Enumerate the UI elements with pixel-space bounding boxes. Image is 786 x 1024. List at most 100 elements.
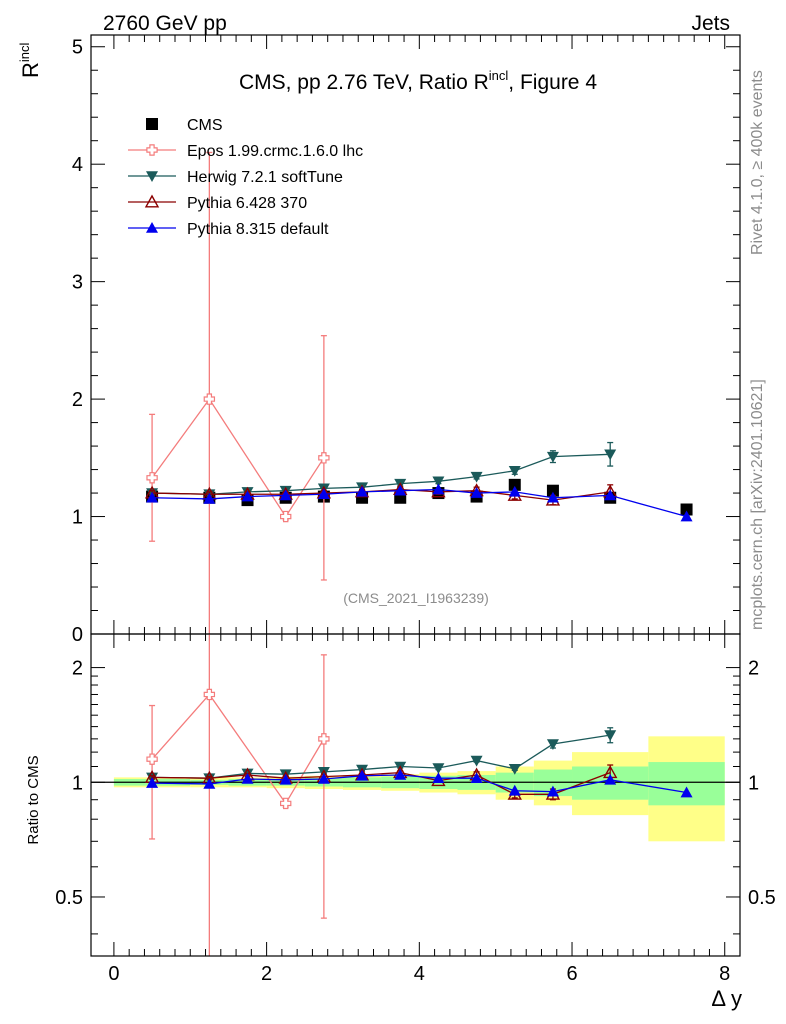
legend-entry: Pythia 6.428 370: [128, 194, 307, 212]
legend-marker: [146, 144, 158, 156]
main-point-pythia-8.315: [432, 483, 445, 495]
ratio-line-herwig-7.2.1: [152, 734, 611, 779]
legend-label: Herwig 7.2.1 softTune: [187, 169, 343, 186]
main-point-epos-1.99.crmc.1.6.0: [203, 393, 216, 405]
main-point-cms-undefined: [508, 478, 521, 491]
xtick-label: 6: [566, 963, 577, 985]
main-point-herwig-7.2.1: [432, 476, 445, 488]
main-point-pythia-8.315: [356, 485, 369, 497]
legend-label: CMS: [187, 117, 223, 134]
ratio-ylabel: Ratio to CMS: [25, 755, 42, 844]
energy-label: 2760 GeV pp: [103, 12, 227, 35]
uncertainty-bands: [113, 736, 725, 842]
ratio-line-pythia-6.428: [152, 771, 611, 795]
legend-entry: CMS: [146, 117, 223, 134]
main-ytick-label: 0: [72, 624, 83, 646]
ratio-point-pythia-8.315: [546, 785, 559, 797]
ratio-point-herwig-7.2.1: [317, 767, 330, 778]
main-point-pythia-8.315: [604, 489, 617, 501]
main-ytick-label: 5: [72, 37, 83, 59]
ratio-point-herwig-7.2.1: [604, 730, 617, 742]
ratio-ytick-label: 0.5: [55, 887, 83, 909]
ratio-point-pythia-8.315: [317, 773, 330, 784]
legend-entry: Pythia 8.315 default: [128, 221, 329, 238]
main-point-pythia-8.315: [394, 484, 407, 496]
rivet-version-label: Rivet 4.1.0, ≥ 400k events: [749, 70, 766, 255]
ratio-ytick-label-right: 1: [748, 772, 759, 794]
main-point-pythia-8.315: [203, 492, 216, 504]
main-point-herwig-7.2.1: [546, 451, 559, 463]
main-point-epos-1.99.crmc.1.6.0: [280, 510, 292, 523]
legend: CMS Epos 1.99.crmc.1.6.0 lhc Herwig 7.2.1 …: [128, 117, 363, 238]
ratio-point-pythia-8.315: [394, 768, 407, 780]
xtick-label: 0: [108, 963, 119, 985]
ratio-point-pythia-8.315: [279, 773, 292, 785]
main-point-epos-1.99.crmc.1.6.0: [318, 452, 330, 464]
legend-label: Pythia 8.315 default: [187, 221, 329, 238]
x-axis-title: Δ y: [711, 986, 742, 1011]
main-point-epos-1.99.crmc.1.6.0: [146, 472, 158, 484]
ratio-point-pythia-8.315: [356, 769, 369, 781]
xtick-label: 8: [719, 963, 730, 985]
ratio-series-layer: [144, 634, 693, 956]
main-title-text: CMS, pp 2.76 TeV, Ratio R: [239, 71, 489, 94]
main-point-herwig-7.2.1: [470, 471, 483, 483]
main-ylabel: Rincl: [17, 42, 43, 78]
main-point-herwig-7.2.1: [508, 465, 521, 477]
ratio-point-epos-1.99.crmc.1.6.0: [146, 753, 158, 765]
main-title-suffix: , Figure 4: [508, 71, 597, 94]
ratio-series-pythia: [146, 768, 693, 798]
main-line-herwig-7.2.1: [152, 453, 611, 495]
main-ylabel-text: R: [18, 62, 43, 78]
xtick-label: 4: [414, 963, 425, 985]
main-point-herwig-7.2.1: [604, 449, 617, 461]
main-panel: 0 1 2 3 4 5 CMS, pp 2.76 TeV, Ratio Rincl, Fi…: [72, 34, 741, 646]
ratio-point-pythia-8.315: [203, 777, 216, 789]
main-point-pythia-8.315: [279, 489, 292, 501]
legend-entry: Epos 1.99.crmc.1.6.0 lhc: [128, 143, 363, 160]
ratio-point-epos-1.99.crmc.1.6.0: [203, 688, 216, 701]
ratio-point-epos-1.99.crmc.1.6.0: [280, 797, 292, 810]
main-ytick-label: 1: [72, 507, 83, 529]
ratio-point-herwig-7.2.1: [470, 755, 483, 767]
ratio-panel: 0.5 0.5 1 1 2 2 0 2 4 6 8 Ratio to CMS: [25, 633, 776, 985]
ratio-point-pythia-8.315: [680, 786, 693, 798]
ratio-point-pythia-8.315: [508, 784, 521, 796]
legend-marker: [146, 118, 158, 130]
analysis-watermark: (CMS_2021_I1963239): [343, 590, 489, 606]
ratio-ytick-label: 2: [72, 658, 83, 680]
ratio-point-pythia-8.315: [146, 777, 159, 788]
legend-marker: [146, 222, 158, 233]
ratio-line-epos-1.99.crmc.1.6.0: [151, 693, 325, 805]
ratio-frame: [90, 633, 741, 957]
main-point-pythia-8.315: [317, 488, 330, 500]
main-title: CMS, pp 2.76 TeV, Ratio Rincl, Figure 4: [239, 68, 597, 94]
main-point-pythia-8.315: [508, 485, 521, 497]
ratio-ytick-label-right: 0.5: [748, 887, 776, 909]
main-ylabel-sup: incl: [17, 42, 32, 62]
ratio-point-pythia-8.315: [470, 772, 483, 783]
main-title-sup: incl: [489, 68, 509, 83]
ratio-point-pythia-8.315: [604, 773, 617, 785]
main-point-pythia-8.315: [470, 487, 483, 498]
main-axes: 0 1 2 3 4 5: [72, 35, 740, 646]
ratio-point-pythia-8.315: [432, 772, 445, 783]
main-point-pythia-8.315: [546, 491, 559, 503]
ratio-ytick-label: 1: [72, 772, 83, 794]
main-series-pythia: [144, 482, 618, 506]
main-series-epos: [146, 151, 330, 634]
legend-label: Pythia 6.428 370: [187, 195, 307, 212]
legend-entry: Herwig 7.2.1 softTune: [128, 169, 343, 186]
legend-marker: [144, 194, 160, 208]
main-point-cms-undefined: [546, 484, 559, 497]
ratio-point-herwig-7.2.1: [546, 739, 559, 751]
ratio-axes: 0.5 0.5 1 1 2 2 0 2 4 6 8: [55, 634, 776, 985]
main-ytick-label: 4: [72, 154, 83, 176]
xtick-label: 2: [261, 963, 272, 985]
ratio-point-herwig-7.2.1: [508, 763, 521, 775]
mcplots-label: mcplots.cern.ch [arXiv:2401.10621]: [749, 379, 766, 630]
main-point-pythia-8.315: [241, 490, 254, 502]
main-series-layer: [144, 151, 693, 634]
ratio-point-herwig-7.2.1: [432, 763, 445, 775]
